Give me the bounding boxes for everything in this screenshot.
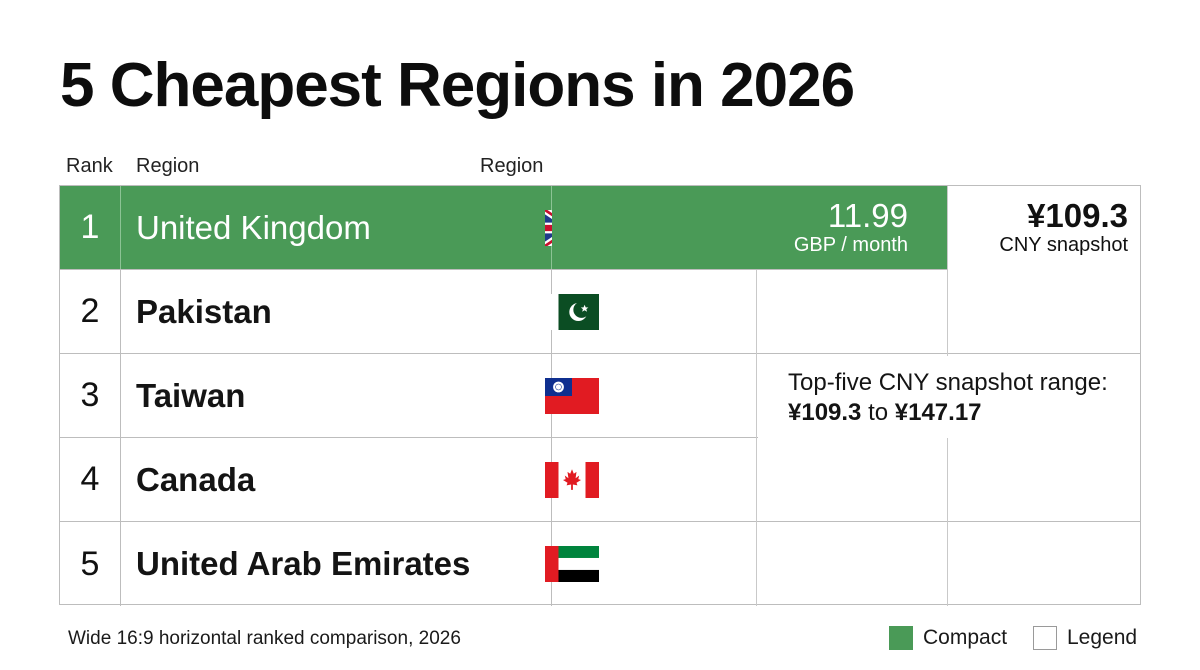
rank-label: 5 — [60, 522, 121, 606]
grid-line — [756, 270, 757, 606]
bar-area — [552, 186, 1140, 269]
range-high: ¥147.17 — [894, 399, 982, 426]
region-cell: United Kingdom — [121, 186, 599, 269]
legend-item-compact: Compact — [889, 626, 1007, 650]
legend-label: Legend — [1067, 626, 1138, 649]
range-note: Top-five CNY snapshot range: ¥109.3 to ¥… — [758, 356, 1140, 438]
table-row: 1 United Kingdom 11.99 GBP / month ¥109.… — [60, 186, 1140, 270]
region-cell: Taiwan — [121, 354, 599, 437]
range-connector: to — [868, 399, 889, 426]
region-name: Taiwan — [136, 376, 246, 414]
cny-value-label: ¥109.3 — [1027, 197, 1128, 234]
region-cell: Canada — [121, 438, 599, 521]
unit-label: GBP / month — [793, 234, 908, 256]
page-title: 5 Cheapest Regions in 2026 — [60, 51, 855, 120]
taiwan-flag-icon — [545, 378, 599, 414]
caption: Wide 16:9 horizontal ranked comparison, … — [68, 628, 461, 649]
rank-label: 2 — [60, 270, 121, 353]
range-note-title: Top-five CNY snapshot range: — [788, 369, 1108, 396]
table-row: 4 Canada — [60, 438, 1140, 522]
legend-label: Compact — [923, 626, 1008, 649]
rank-column-header: Rank — [66, 155, 113, 177]
region-name: United Arab Emirates — [136, 545, 471, 582]
legend-swatch-legend — [1033, 626, 1057, 650]
uae-flag-icon — [545, 546, 599, 582]
table-row: 3 Taiwan — [60, 354, 1140, 438]
bar-united-kingdom — [552, 186, 918, 269]
cny-unit-label: CNY snapshot — [999, 234, 1128, 256]
region-flag-column-header: Region — [480, 155, 544, 177]
pakistan-flag-icon — [545, 294, 599, 330]
rank-label: 4 — [60, 438, 121, 521]
region-column-header: Region — [136, 155, 200, 177]
table-row: 2 Pakistan — [60, 270, 1140, 354]
table-row: 5 United Arab Emirates — [60, 522, 1140, 606]
region-cell: United Arab Emirates — [121, 522, 599, 606]
region-name: Pakistan — [136, 292, 272, 330]
region-name: Canada — [136, 460, 256, 498]
bar-value-label: 11.99 GBP / month — [793, 197, 908, 257]
value-label: 11.99 — [827, 197, 908, 234]
rank-label: 1 — [60, 186, 121, 269]
region-cell: Pakistan — [121, 270, 599, 353]
ranking-table: 1 United Kingdom 11.99 GBP / month ¥109.… — [59, 185, 1141, 606]
cny-snapshot-box: ¥109.3 CNY snapshot — [948, 186, 1140, 270]
legend-item-legend: Legend — [1033, 626, 1137, 650]
range-note-values: ¥109.3 to ¥147.17 — [788, 398, 1140, 428]
region-name: United Kingdom — [136, 208, 371, 246]
canada-flag-icon — [545, 462, 599, 498]
legend-swatch-compact — [889, 626, 913, 650]
rank-label: 3 — [60, 354, 121, 437]
range-low: ¥109.3 — [788, 399, 862, 426]
